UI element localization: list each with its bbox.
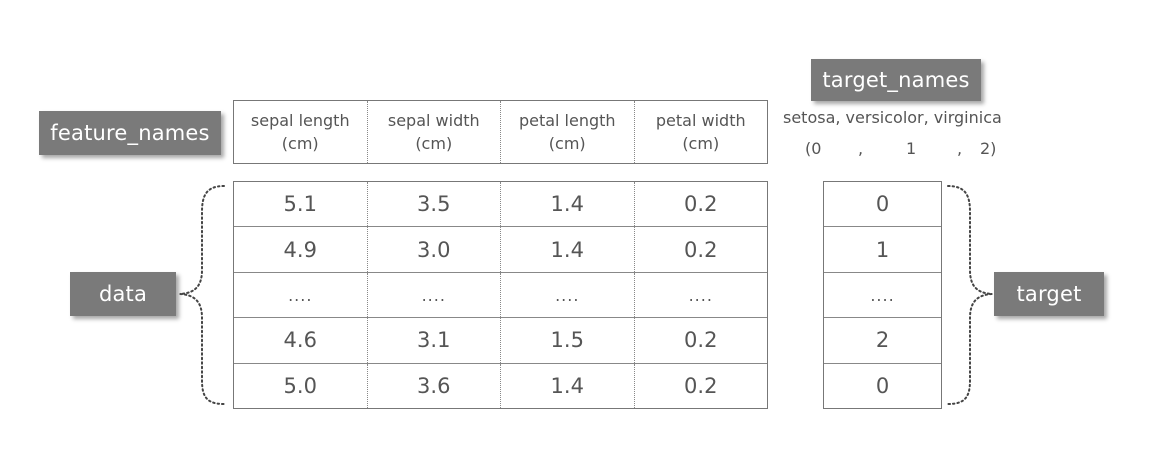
data-table: 5.1 3.5 1.4 0.2 4.9 3.0 1.4 0.2 .... ...…	[233, 181, 768, 409]
data-cell: 5.0	[234, 363, 368, 409]
feature-header-cell: petal width (cm)	[635, 101, 768, 163]
target-table: 0 1 .... 2 0	[823, 181, 942, 409]
data-cell: 4.6	[234, 318, 368, 363]
data-cell: 3.5	[368, 182, 501, 227]
data-cell: 4.9	[234, 227, 368, 272]
target-cell: 2	[824, 318, 941, 364]
feature-header-cell: petal length (cm)	[501, 101, 635, 163]
feature-header-cell: sepal width (cm)	[368, 101, 501, 163]
target-cell: 0	[824, 182, 941, 228]
target-code-open: (0	[805, 139, 822, 158]
data-row: 5.1 3.5 1.4 0.2	[234, 182, 767, 228]
data-cell: 5.1	[234, 182, 368, 227]
feature-header-name: petal length	[518, 111, 616, 130]
target-brace-icon	[947, 185, 993, 405]
target-cell: 0	[875, 373, 890, 398]
feature-header-unit: (cm)	[415, 134, 453, 153]
data-cell: 1.4	[501, 182, 635, 227]
data-cell: 1.5	[501, 318, 635, 363]
feature-header-unit: (cm)	[682, 134, 720, 153]
data-cell: 3.6	[368, 363, 501, 409]
data-row: .... .... .... ....	[234, 272, 767, 319]
data-cell-ellipsis: ....	[688, 285, 713, 305]
target-code-comma: ,	[858, 139, 864, 158]
target-cell: 1	[824, 227, 941, 273]
data-cell: 1.4	[501, 227, 635, 272]
feature-header-name: sepal width	[387, 111, 480, 130]
target-code-comma: ,	[957, 139, 963, 158]
data-cell-ellipsis: ....	[234, 272, 368, 318]
target-names-text: setosa, versicolor, virginica	[783, 108, 1002, 127]
data-cell: 0.2	[684, 192, 718, 217]
target-names-label: target_names	[811, 59, 981, 101]
feature-header-name: sepal length	[250, 111, 350, 130]
data-cell-ellipsis: ....	[501, 272, 635, 318]
data-brace-icon	[179, 185, 225, 405]
data-row: 5.0 3.6 1.4 0.2	[234, 363, 767, 409]
target-code-close: 2)	[980, 139, 997, 158]
data-cell: 1.4	[501, 363, 635, 409]
feature-names-label: feature_names	[39, 111, 221, 155]
feature-header-name: petal width	[655, 111, 746, 130]
data-cell: 0.2	[684, 328, 718, 353]
data-row: 4.9 3.0 1.4 0.2	[234, 227, 767, 273]
data-cell: 0.2	[684, 237, 718, 262]
data-cell: 3.1	[368, 318, 501, 363]
data-cell-ellipsis: ....	[368, 272, 501, 318]
data-row: 4.6 3.1 1.5 0.2	[234, 318, 767, 364]
target-cell-ellipsis: ....	[824, 273, 941, 319]
data-cell: 3.0	[368, 227, 501, 272]
feature-header-unit: (cm)	[281, 134, 319, 153]
data-label: data	[70, 272, 176, 316]
feature-header-table: sepal length (cm) sepal width (cm) petal l…	[233, 100, 768, 164]
target-label: target	[994, 272, 1104, 316]
feature-header-cell: sepal length (cm)	[234, 101, 368, 163]
feature-header-unit: (cm)	[548, 134, 586, 153]
data-cell: 0.2	[684, 373, 718, 398]
target-code-one: 1	[906, 139, 917, 158]
